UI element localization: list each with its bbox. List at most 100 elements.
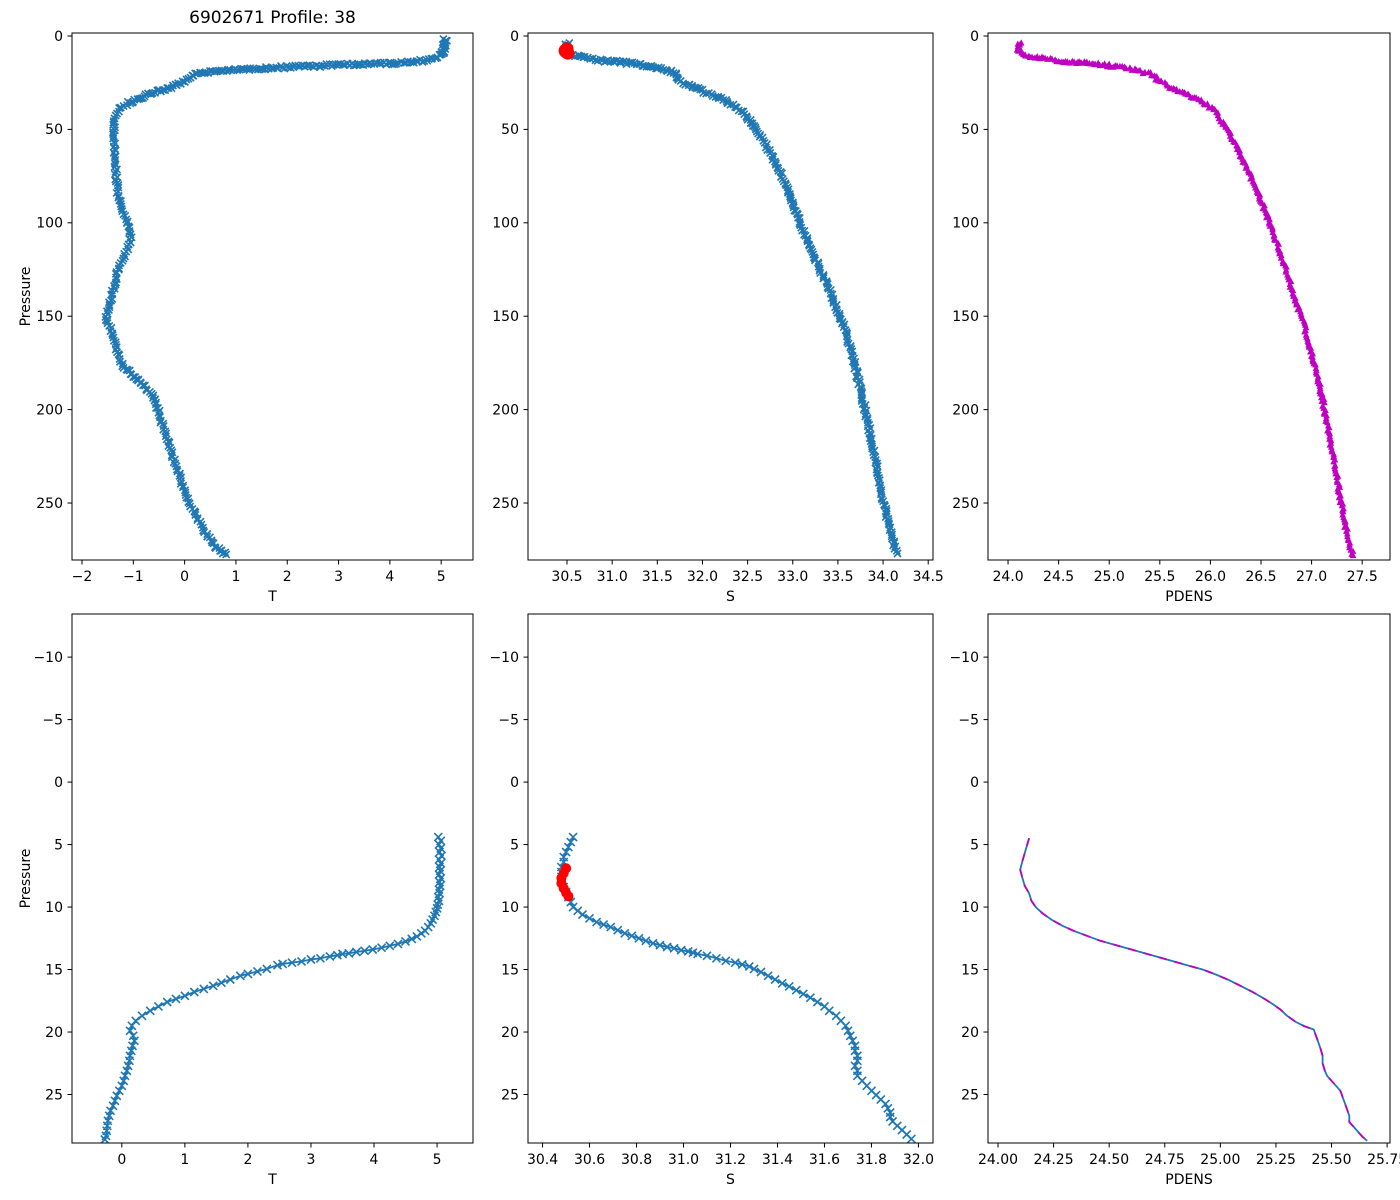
x-tick-label: 25.50 <box>1311 1152 1351 1168</box>
x-tick-label: −1 <box>123 569 144 585</box>
x-tick-label: 3 <box>306 1152 315 1168</box>
x-tick-label: 34.0 <box>867 569 898 585</box>
y-axis-label: Pressure <box>18 849 34 909</box>
y-tick-label: 5 <box>970 837 979 853</box>
y-tick-label: −5 <box>42 712 63 728</box>
plot-area <box>1019 838 1368 1142</box>
x-tick-label: 32.0 <box>903 1152 934 1168</box>
y-tick-label: 15 <box>961 962 979 978</box>
x-tick-label: 25.5 <box>1144 569 1175 585</box>
y-tick-label: 100 <box>952 216 979 232</box>
x-tick-label: 31.8 <box>856 1152 887 1168</box>
y-tick-label: −5 <box>958 712 979 728</box>
axes-spines <box>987 613 1391 1144</box>
x-tick-label: 25.00 <box>1200 1152 1240 1168</box>
x-tick-label: 33.0 <box>777 569 808 585</box>
x-tick-label: 24.50 <box>1089 1152 1129 1168</box>
x-tick-label: 25.0 <box>1094 569 1125 585</box>
y-tick-label: 0 <box>54 775 63 791</box>
series-line-temperature-profile <box>105 40 448 555</box>
plot-area <box>101 35 452 559</box>
y-tick-label: 15 <box>501 962 519 978</box>
y-tick-label: 150 <box>36 309 63 325</box>
y-tick-label: 250 <box>36 496 63 512</box>
y-tick-label: 15 <box>45 962 63 978</box>
y-axis-label: Pressure <box>18 267 34 327</box>
x-tick-label: 30.8 <box>621 1152 652 1168</box>
y-tick-label: 0 <box>54 29 63 45</box>
x-tick-label: 33.5 <box>822 569 853 585</box>
x-tick-label: 4 <box>385 569 394 585</box>
subplot-bottom-temperature: 0 1 2 3 4 5 −10 −5 0 5 10 15 20 25 T Pressure <box>18 613 474 1188</box>
x-tick-label: 27.5 <box>1347 569 1378 585</box>
axes-spines <box>527 613 934 1144</box>
y-tick-label: 150 <box>492 309 519 325</box>
subplot-bottom-pdens: 24.00 24.25 24.50 24.75 25.00 25.25 25.50 25.75… <box>949 613 1400 1188</box>
x-tick-label: 2 <box>243 1152 252 1168</box>
y-tick-label: 0 <box>970 29 979 45</box>
x-tick-label: 24.5 <box>1043 569 1074 585</box>
series-line-salinity-profile-zoom <box>560 836 913 1140</box>
y-tick-label: 50 <box>961 122 979 138</box>
plot-area <box>556 832 916 1143</box>
series-line-pdens-line-zoom <box>1019 838 1368 1142</box>
x-tick-label: 31.4 <box>762 1152 793 1168</box>
x-axis-label: S <box>726 1172 735 1188</box>
x-tick-label: 31.2 <box>715 1152 746 1168</box>
y-tick-label: 10 <box>961 900 979 916</box>
series-marker-dot-surface-highlight-zoom <box>563 891 574 902</box>
plot-area <box>100 832 447 1143</box>
subplot-top-pdens: 24.0 24.5 25.0 25.5 26.0 26.5 27.0 27.5 0 50 100 15… <box>952 29 1391 605</box>
x-axis-label: T <box>267 589 277 605</box>
x-tick-label: 5 <box>437 569 446 585</box>
x-tick-label: 2 <box>283 569 292 585</box>
series-line-temperature-profile-zoom <box>103 836 443 1140</box>
y-tick-label: 20 <box>961 1025 979 1041</box>
x-tick-label: 32.5 <box>732 569 763 585</box>
series-line-pdens-underlying-line <box>1017 42 1354 556</box>
x-tick-label: 34.5 <box>913 569 944 585</box>
x-tick-label: 31.6 <box>809 1152 840 1168</box>
y-tick-label: 50 <box>501 122 519 138</box>
series-markers-temperature-profile-zoom <box>100 832 447 1143</box>
subplot-top-salinity: 30.5 31.0 31.5 32.0 32.5 33.0 33.5 34.0 34.5 0 50 1… <box>492 29 944 605</box>
y-tick-label: 50 <box>45 122 63 138</box>
x-tick-label: 0 <box>117 1152 126 1168</box>
y-tick-label: 20 <box>501 1025 519 1041</box>
x-tick-label: 30.4 <box>527 1152 558 1168</box>
y-tick-label: 25 <box>45 1087 63 1103</box>
x-tick-label: 31.0 <box>597 569 628 585</box>
x-tick-label: 25.75 <box>1367 1152 1400 1168</box>
x-tick-label: 30.6 <box>574 1152 605 1168</box>
x-axis-label: PDENS <box>1165 589 1213 605</box>
axes-spines <box>527 32 934 561</box>
x-tick-label: 26.0 <box>1195 569 1226 585</box>
axes-spines <box>987 32 1391 561</box>
x-tick-label: 24.00 <box>978 1152 1018 1168</box>
axes-spines <box>71 32 474 561</box>
series-markers-pdens-profile <box>1013 39 1357 559</box>
plot-area <box>1013 39 1357 559</box>
x-tick-label: 30.5 <box>551 569 582 585</box>
y-tick-label: 100 <box>36 216 63 232</box>
x-tick-label: 5 <box>433 1152 442 1168</box>
series-markers-temperature-profile <box>101 35 452 559</box>
x-tick-label: 31.0 <box>668 1152 699 1168</box>
series-line-salinity-profile <box>565 41 899 554</box>
y-tick-label: −10 <box>33 650 63 666</box>
y-tick-label: 250 <box>492 496 519 512</box>
y-tick-label: 0 <box>510 775 519 791</box>
y-tick-label: 5 <box>54 837 63 853</box>
x-tick-label: 4 <box>370 1152 379 1168</box>
y-tick-label: 100 <box>492 216 519 232</box>
y-tick-label: 200 <box>952 402 979 418</box>
series-line-pdens-profile <box>1017 43 1354 556</box>
x-tick-label: 24.0 <box>992 569 1023 585</box>
y-tick-label: 200 <box>492 402 519 418</box>
series-line-pdens-dashed-overlay-zoom <box>1019 838 1368 1142</box>
x-tick-label: 1 <box>231 569 240 585</box>
x-tick-label: 1 <box>180 1152 189 1168</box>
x-tick-label: 26.5 <box>1245 569 1276 585</box>
y-tick-label: 10 <box>501 900 519 916</box>
